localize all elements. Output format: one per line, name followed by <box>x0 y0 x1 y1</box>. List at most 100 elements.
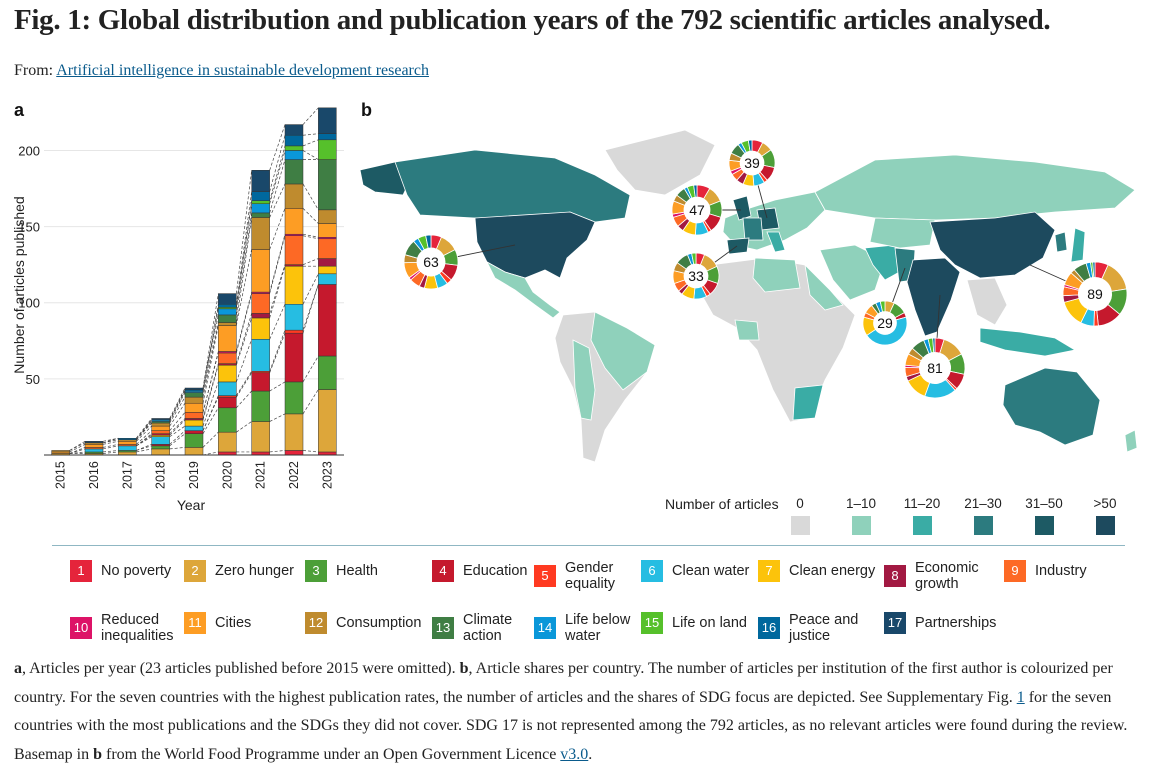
bar-segment-clean-energy <box>284 265 304 305</box>
series-connector <box>302 235 319 240</box>
source-prefix: From: <box>14 62 57 79</box>
bar-segment-life-below-water <box>251 203 270 214</box>
donut-hole <box>684 197 710 223</box>
canada-shape <box>394 149 631 223</box>
bar-segment-industry <box>318 238 337 259</box>
count-legend-swatch <box>973 516 993 535</box>
series-connector <box>169 387 186 419</box>
sdg-number-badge: 9 <box>1004 560 1026 582</box>
stacked-bar-chart: 50 100 150 200 2015 2016 2017 2018 2019 2020 2021… <box>11 107 344 513</box>
series-connector <box>169 403 186 427</box>
sdg-legend-item: 10 Reduced inequalities <box>70 612 187 644</box>
caption-text: , Article shares per country. The number… <box>14 660 1113 706</box>
series-connector <box>202 431 219 448</box>
series-connector <box>169 392 186 422</box>
bar-segment-climate-action <box>218 314 237 323</box>
donut-hole <box>873 311 897 335</box>
series-connector <box>302 450 319 453</box>
x-tick-label: 2015 <box>54 461 68 489</box>
donut-india: 81 <box>904 337 966 399</box>
bar-segment-peace-and-justice <box>118 438 137 441</box>
series-connector <box>269 145 286 201</box>
series-connector <box>202 314 219 393</box>
sdg-legend-item: 9 Industry <box>1004 560 1115 582</box>
bar-segment-cities <box>218 325 237 352</box>
series-connector <box>136 448 152 453</box>
bar-segment-partnerships <box>184 387 204 390</box>
x-tick-label: 2016 <box>87 461 101 489</box>
sdg-number-badge: 13 <box>432 617 454 639</box>
count-legend-label: >50 <box>1093 496 1117 511</box>
spain-shape <box>726 237 750 255</box>
sdg-number-badge: 14 <box>534 617 556 639</box>
bar-segment-clean-water <box>118 445 137 451</box>
bar-segment-zero-hunger <box>184 447 204 456</box>
sdg-label: Peace and justice <box>789 612 859 644</box>
bar-segment-partnerships <box>151 418 170 421</box>
series-connector <box>202 395 219 431</box>
sdg-number-badge: 6 <box>641 560 663 582</box>
bar-segment-peace-and-justice <box>318 133 337 141</box>
sdg-legend-item: 4 Education <box>432 560 543 582</box>
sdg-legend-item: 8 Economic growth <box>884 560 991 592</box>
bar-segment-partnerships <box>84 441 104 444</box>
series-connector <box>102 437 119 442</box>
country-donuts: 89 81 63 47 39 33 29 <box>403 139 1128 399</box>
sdg-label: Gender equality <box>565 560 615 592</box>
sdg-legend-item: 15 Life on land <box>641 612 762 634</box>
series-connector <box>202 307 219 392</box>
series-connector <box>202 381 219 427</box>
series-connector <box>236 317 252 366</box>
series-connector <box>269 235 286 294</box>
x-tick-label: 2018 <box>154 461 168 489</box>
series-connector <box>235 313 253 364</box>
series-connector <box>235 170 253 294</box>
series-connector <box>169 447 186 450</box>
y-tick-label: 50 <box>26 372 40 387</box>
count-legend-item: 31–50 <box>1014 496 1074 535</box>
series-connector <box>102 445 119 450</box>
series-connector <box>202 322 219 398</box>
donut-hole <box>1078 277 1112 311</box>
donut-usa: 63 <box>403 234 459 290</box>
series-connector <box>136 444 152 451</box>
series-connector <box>235 291 253 352</box>
sdg-number-badge: 15 <box>641 612 663 634</box>
sdg-legend-item: 17 Partnerships <box>884 612 1015 634</box>
series-connector <box>269 150 286 204</box>
x-tick-label: 2020 <box>220 461 234 489</box>
bar-segment-consumption <box>151 422 170 427</box>
bar-segment-consumption <box>251 217 270 250</box>
donut-pakistan: 29 <box>862 300 908 346</box>
series-connector <box>269 124 286 171</box>
south-africa-shape <box>792 384 824 421</box>
sdg-label: Cities <box>215 615 252 631</box>
sdg-number-badge: 12 <box>305 612 327 634</box>
series-connector <box>136 425 152 442</box>
supplementary-fig-link[interactable]: 1 <box>1016 688 1025 706</box>
series-connector <box>102 443 119 448</box>
x-tick-label: 2022 <box>287 461 301 489</box>
series-connector <box>169 389 186 421</box>
caption-panel-b: b <box>93 745 102 763</box>
australia-shape <box>1002 367 1101 446</box>
bar-segment-peace-and-justice <box>251 191 270 201</box>
china-shape <box>929 211 1056 279</box>
count-legend-item: 0 <box>770 496 830 535</box>
uk-shape <box>732 195 752 221</box>
bar-segment-partnerships <box>284 124 304 136</box>
series-connector <box>136 419 152 440</box>
caption-text: . <box>588 745 593 763</box>
licence-link[interactable]: v3.0 <box>560 745 589 763</box>
series-connector <box>102 437 119 444</box>
series-connector <box>69 451 86 454</box>
bar-segment-cities <box>84 444 104 448</box>
bar-segment-clean-water <box>84 448 104 453</box>
france-shape <box>742 217 764 241</box>
series-connector <box>235 293 253 354</box>
sdg-legend-item: 11 Cities <box>184 612 295 634</box>
source-article-link[interactable]: Artificial intelligence in sustainable d… <box>56 62 429 79</box>
count-legend-swatch <box>1034 516 1054 535</box>
sdg-label: Economic growth <box>915 560 979 592</box>
panel-b-label: b <box>361 100 372 120</box>
